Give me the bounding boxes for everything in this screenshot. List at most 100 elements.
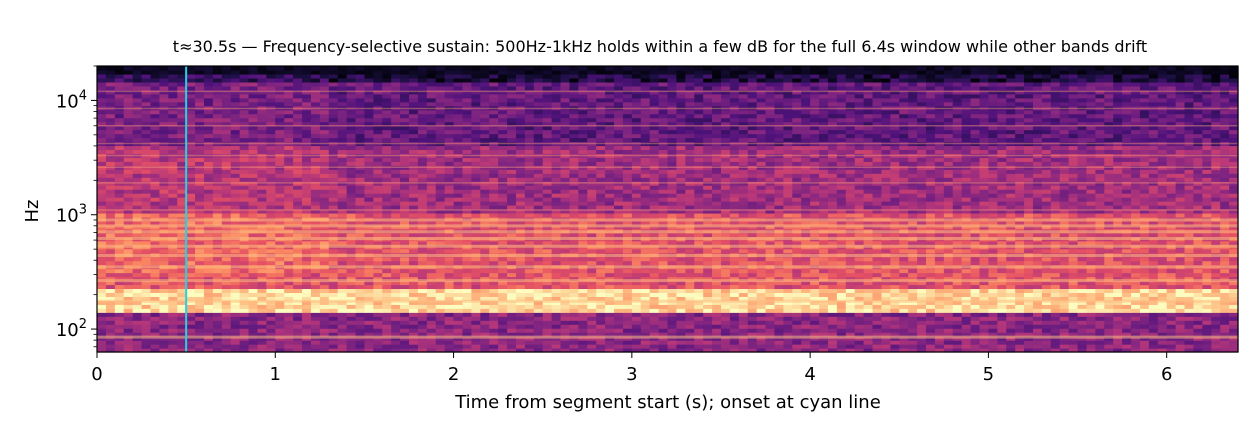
heatmap-cell bbox=[498, 232, 508, 238]
heatmap-cell bbox=[1059, 212, 1070, 218]
heatmap-cell bbox=[507, 344, 517, 349]
heatmap-cell bbox=[1086, 284, 1096, 290]
heatmap-cell bbox=[827, 248, 838, 254]
heatmap-cell bbox=[150, 324, 160, 329]
heatmap-cell bbox=[792, 344, 802, 349]
heatmap-cell bbox=[1015, 268, 1025, 274]
heatmap-cell bbox=[756, 284, 767, 290]
heatmap-cell bbox=[355, 276, 366, 282]
heatmap-cell bbox=[917, 248, 927, 254]
heatmap-cell bbox=[498, 332, 508, 337]
heatmap-cell bbox=[417, 240, 428, 246]
heatmap-cell bbox=[408, 328, 419, 333]
heatmap-cell bbox=[105, 220, 116, 226]
heatmap-cell bbox=[756, 220, 767, 226]
heatmap-cell bbox=[622, 308, 633, 313]
heatmap-cell bbox=[988, 248, 998, 254]
heatmap-cell bbox=[640, 340, 651, 345]
heatmap-cell bbox=[212, 240, 223, 246]
heatmap-cell bbox=[667, 320, 678, 325]
heatmap-cell bbox=[248, 276, 259, 282]
heatmap-cell bbox=[890, 197, 900, 202]
heatmap-cell bbox=[355, 212, 366, 218]
heatmap-cell bbox=[391, 292, 401, 297]
heatmap-cell bbox=[685, 316, 695, 321]
heatmap-cell bbox=[212, 288, 223, 294]
heatmap-cell bbox=[890, 232, 900, 238]
heatmap-cell bbox=[212, 212, 223, 218]
heatmap-cell bbox=[1104, 344, 1114, 349]
heatmap-cell bbox=[908, 288, 918, 294]
heatmap-cell bbox=[355, 296, 366, 301]
heatmap-cell bbox=[720, 320, 731, 325]
heatmap-cell bbox=[943, 332, 954, 337]
heatmap-cell bbox=[810, 212, 820, 218]
heatmap-cell bbox=[257, 212, 267, 218]
heatmap-cell bbox=[177, 292, 187, 297]
heatmap-cell bbox=[819, 205, 829, 210]
heatmap-cell bbox=[150, 340, 160, 345]
heatmap-cell bbox=[1166, 340, 1177, 345]
heatmap-cell bbox=[926, 308, 936, 313]
heatmap-cell bbox=[302, 201, 312, 206]
heatmap-cell bbox=[569, 288, 579, 294]
heatmap-cell bbox=[1229, 348, 1239, 353]
heatmap-cell bbox=[569, 348, 579, 353]
heatmap-cell bbox=[507, 332, 517, 337]
heatmap-cell bbox=[123, 276, 134, 282]
heatmap-cell bbox=[756, 320, 767, 325]
heatmap-cell bbox=[150, 292, 160, 297]
heatmap-cell bbox=[462, 197, 472, 202]
heatmap-cell bbox=[1184, 205, 1195, 210]
heatmap-cell bbox=[836, 328, 847, 333]
heatmap-cell bbox=[605, 284, 615, 290]
heatmap-cell bbox=[1095, 201, 1105, 206]
heatmap-cell bbox=[462, 348, 472, 353]
heatmap-cell bbox=[774, 328, 784, 333]
heatmap-cell bbox=[801, 328, 811, 333]
heatmap-cell bbox=[284, 209, 294, 214]
heatmap-cell bbox=[747, 296, 758, 301]
heatmap-cell bbox=[533, 205, 544, 210]
heatmap-cell bbox=[810, 328, 820, 333]
heatmap-cell bbox=[845, 220, 856, 226]
heatmap-cell bbox=[872, 205, 883, 210]
heatmap-cell bbox=[926, 280, 936, 286]
heatmap-cell bbox=[587, 304, 597, 309]
heatmap-cell bbox=[444, 316, 455, 321]
heatmap-cell bbox=[480, 240, 490, 246]
heatmap-cell bbox=[685, 308, 695, 313]
heatmap-cell bbox=[498, 280, 508, 286]
heatmap-cell bbox=[908, 268, 918, 274]
heatmap-cell bbox=[979, 212, 989, 218]
heatmap-cell bbox=[426, 292, 437, 297]
heatmap-cell bbox=[997, 340, 1007, 345]
heatmap-cell bbox=[382, 332, 392, 337]
heatmap-cell bbox=[480, 260, 490, 266]
heatmap-cell bbox=[489, 296, 499, 301]
heatmap-cell bbox=[667, 268, 678, 274]
heatmap-cell bbox=[747, 316, 758, 321]
heatmap-cell bbox=[783, 240, 793, 246]
heatmap-cell bbox=[1211, 332, 1221, 337]
heatmap-cell bbox=[1122, 340, 1132, 345]
heatmap-cell bbox=[391, 268, 401, 274]
heatmap-cell bbox=[266, 320, 276, 325]
heatmap-cell bbox=[195, 209, 205, 214]
heatmap-cell bbox=[462, 320, 472, 325]
heatmap-cell bbox=[783, 312, 793, 317]
heatmap-cell bbox=[515, 240, 526, 246]
heatmap-cell bbox=[560, 304, 571, 309]
heatmap-cell bbox=[373, 284, 383, 290]
heatmap-cell bbox=[346, 344, 357, 349]
heatmap-cell bbox=[417, 316, 428, 321]
heatmap-cell bbox=[694, 296, 704, 301]
heatmap-cell bbox=[417, 312, 428, 317]
heatmap-cell bbox=[239, 296, 250, 301]
heatmap-cell bbox=[435, 268, 446, 274]
heatmap-cell bbox=[1220, 197, 1230, 202]
heatmap-cell bbox=[302, 312, 312, 317]
heatmap-cell bbox=[551, 201, 562, 206]
heatmap-cell bbox=[186, 344, 196, 349]
heatmap-cell bbox=[934, 344, 945, 349]
